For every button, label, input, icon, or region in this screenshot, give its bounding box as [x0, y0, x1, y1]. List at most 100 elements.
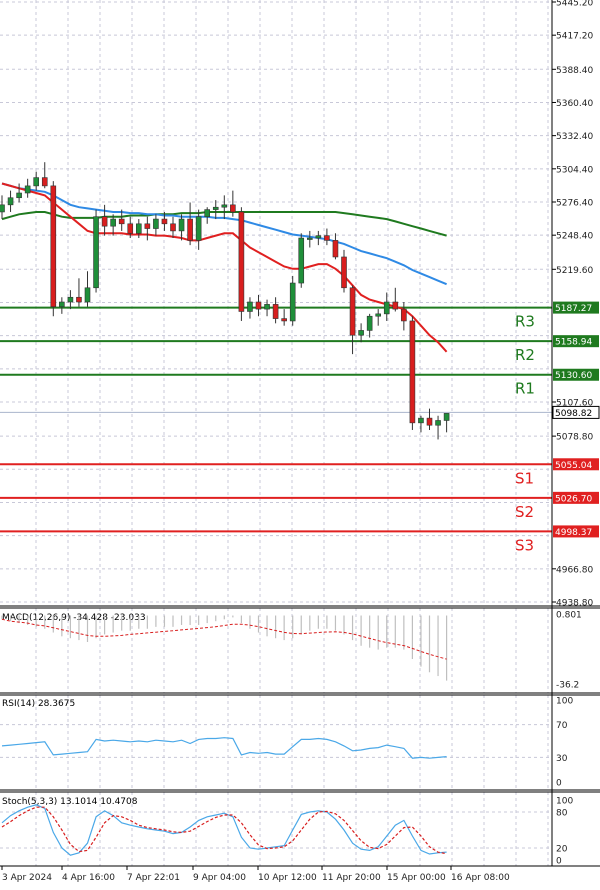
time-label: 4 Apr 16:00	[62, 873, 115, 883]
time-label: 11 Apr 20:00	[322, 873, 381, 883]
price-grid	[0, 0, 552, 866]
price-tick-label: 5360.40	[556, 99, 593, 109]
candle-body	[212, 206, 219, 210]
level-label-r1: R1	[515, 380, 535, 398]
price-axis: 5445.20 5417.20 5388.40 5360.40 5332.40 5304.…	[0, 0, 600, 867]
macd-tick-label: 0.801	[556, 611, 582, 621]
price-tick-label: 5388.40	[556, 66, 593, 76]
candle-body	[255, 301, 262, 310]
candle-body	[230, 204, 236, 213]
rsi-label: RSI(14) 28.3675	[2, 699, 75, 709]
support-resistance-levels: 5187.27 R3 5158.94 R2 5130.60 R1 5055.04 S1 5026…	[0, 301, 600, 554]
candle-body	[195, 216, 202, 241]
candle-body	[324, 235, 330, 241]
time-label: 3 Apr 2024	[2, 873, 52, 883]
time-label: 16 Apr 08:00	[451, 873, 510, 883]
candle-body	[76, 296, 82, 303]
candle-body	[24, 185, 31, 194]
level-label-r2: R2	[515, 346, 535, 364]
candle-body	[358, 330, 364, 336]
price-tick-label: 5304.40	[556, 165, 593, 175]
time-label: 10 Apr 12:00	[258, 873, 317, 883]
candle-body	[238, 211, 245, 312]
candle-body	[409, 320, 416, 424]
stoch-tick-label: 100	[556, 797, 573, 807]
price-tick-label: 4966.80	[556, 565, 593, 575]
candle-body	[315, 235, 322, 239]
price-tick-label: 5445.20	[556, 0, 593, 9]
candle-body	[7, 197, 14, 206]
level-tag-r3	[553, 301, 599, 314]
time-label: 9 Apr 04:00	[193, 873, 246, 883]
candle-body	[306, 237, 313, 240]
stoch-k-line	[1, 804, 447, 856]
candle-body	[383, 301, 390, 315]
price-tick-label: 5248.40	[556, 232, 593, 242]
candle-body	[392, 301, 399, 310]
candle-body	[272, 304, 279, 319]
candle-body	[136, 223, 142, 234]
candle-body	[443, 413, 450, 421]
price-tick-label: 5276.40	[556, 199, 593, 209]
macd-tick-label: -36.2	[556, 681, 579, 691]
rsi-tick-label: 70	[556, 721, 568, 731]
macd-label: MACD(12,26,9) -34.428 -23.033	[2, 613, 146, 623]
candle-body	[144, 223, 151, 229]
level-label-s1: S1	[515, 469, 534, 487]
level-tag-s2	[553, 491, 599, 504]
price-tick-label: 4938.80	[556, 599, 593, 609]
candle-body	[426, 417, 433, 426]
level-tag-text: 5130.60	[555, 371, 592, 381]
stoch-label: Stoch(5,3,3) 13.1014 10.4708	[2, 797, 138, 807]
price-tick-label: 5078.80	[556, 433, 593, 443]
candle-body	[178, 218, 185, 232]
current-price-tag	[552, 405, 600, 419]
candle-body	[264, 304, 270, 310]
candle-body	[401, 308, 407, 322]
level-label-s3: S3	[515, 536, 534, 554]
candle-body	[93, 216, 99, 289]
level-tag-text: 5158.94	[555, 338, 592, 348]
candle-body	[110, 218, 116, 227]
candle-body	[187, 218, 193, 241]
candle-body	[435, 420, 441, 426]
candle-body	[247, 301, 253, 312]
time-label: 15 Apr 00:00	[387, 873, 446, 883]
candle-body	[59, 301, 65, 308]
candle-body	[16, 192, 22, 199]
level-tag-text: 5055.04	[555, 461, 592, 471]
candle-body	[341, 256, 347, 289]
candle-body	[221, 204, 228, 208]
candle-body	[289, 282, 296, 322]
candle-body	[298, 237, 305, 284]
candle-body	[118, 218, 125, 225]
level-tag-text: 5026.70	[555, 494, 592, 504]
macd-signal-line	[1, 618, 447, 660]
stoch-panel: Stoch(5,3,3) 13.1014 10.4708 100 80 20 0	[0, 797, 573, 867]
level-tag-r2	[553, 335, 599, 348]
price-tick-label: 5219.60	[556, 266, 593, 276]
rsi-tick-label: 30	[556, 754, 568, 764]
macd-panel: MACD(12,26,9) -34.428 -23.033 0.801 -36.2	[1, 611, 582, 691]
candle-body	[281, 318, 287, 322]
candle-body	[418, 417, 424, 424]
candle-body	[50, 185, 57, 308]
candle-body	[161, 218, 168, 225]
rsi-tick-label: 0	[556, 779, 562, 789]
level-label-r3: R3	[515, 313, 535, 331]
rsi-line	[1, 737, 447, 759]
candle-body	[67, 296, 74, 303]
level-tag-text: 5187.27	[555, 304, 592, 314]
candle-body	[366, 315, 373, 331]
candle-body	[170, 223, 176, 232]
candle-body	[127, 223, 134, 234]
candle-body	[204, 209, 210, 217]
price-tick-label: 5417.20	[556, 32, 593, 42]
level-tag-r1	[553, 368, 599, 381]
stoch-tick-label: 80	[556, 809, 568, 819]
level-tag-s3	[553, 525, 599, 538]
candle-body	[84, 287, 91, 303]
candle-body	[33, 177, 40, 187]
stoch-tick-label: 20	[556, 845, 568, 855]
